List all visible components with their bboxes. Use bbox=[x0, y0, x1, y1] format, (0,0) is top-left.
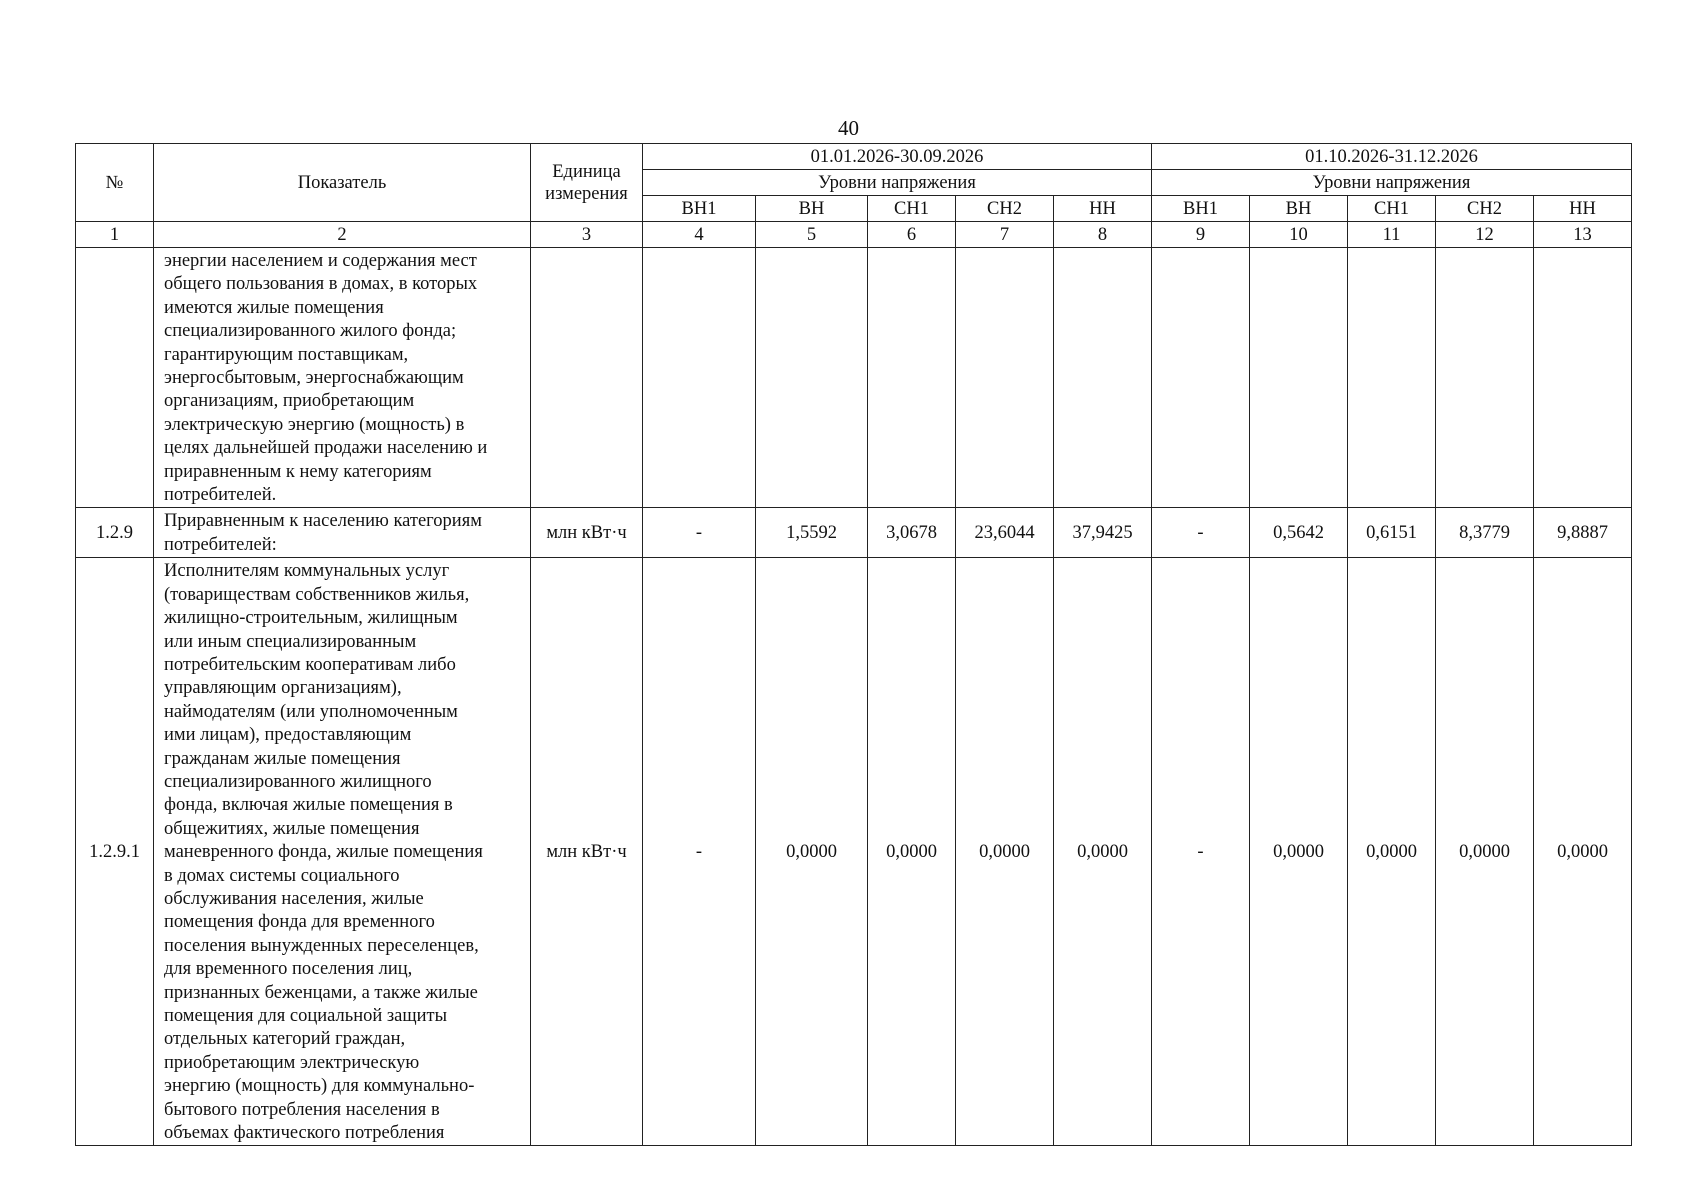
row-value: 1,5592 bbox=[755, 507, 868, 559]
page-number: 40 bbox=[838, 116, 859, 140]
data-table: № Показатель Единица измерения 01.01.202… bbox=[75, 143, 1632, 1147]
header-period-1: 01.01.2026-30.09.2026 bbox=[642, 143, 1152, 170]
row-value bbox=[1435, 246, 1534, 509]
row-value: 23,6044 bbox=[955, 507, 1054, 559]
header-column-number: 13 bbox=[1533, 221, 1632, 248]
row-indicator: Исполнителям коммунальных услуг (товарищ… bbox=[153, 557, 531, 1147]
row-value bbox=[1533, 246, 1632, 509]
header-indicator: Показатель bbox=[153, 143, 531, 222]
table-row: 1.2.9.1 Исполнителям коммунальных услуг (… bbox=[75, 557, 1632, 1147]
header-level: ВН bbox=[1249, 195, 1348, 222]
header-level: ВН bbox=[755, 195, 868, 222]
row-value bbox=[867, 246, 956, 509]
table-row: 1.2.9 Приравненным к населению категориям… bbox=[75, 507, 1632, 559]
header-level: НН bbox=[1053, 195, 1152, 222]
row-value bbox=[1347, 246, 1436, 509]
header-level: ВН1 bbox=[642, 195, 756, 222]
row-value: 0,0000 bbox=[955, 557, 1054, 1147]
row-number: 1.2.9 bbox=[75, 507, 154, 559]
row-value bbox=[955, 246, 1054, 509]
header-level: ВН1 bbox=[1151, 195, 1250, 222]
header-level: СН1 bbox=[867, 195, 956, 222]
header-row-periods: № Показатель Единица измерения 01.01.202… bbox=[75, 143, 1632, 222]
header-level: СН2 bbox=[1435, 195, 1534, 222]
row-value bbox=[1053, 246, 1152, 509]
row-indicator: Приравненным к населению категориям потр… bbox=[153, 507, 531, 559]
header-row-voltage: Уровни напряжения Уровни напряжения bbox=[76, 169, 1632, 196]
header-period-2: 01.10.2026-31.12.2026 bbox=[1151, 143, 1632, 170]
row-value: 0,0000 bbox=[1053, 557, 1152, 1147]
row-value bbox=[755, 246, 868, 509]
header-unit: Единица измерения bbox=[530, 143, 643, 222]
row-value bbox=[642, 246, 756, 509]
row-value: 3,0678 bbox=[867, 507, 956, 559]
row-value: 0,0000 bbox=[1533, 557, 1632, 1147]
row-value bbox=[1249, 246, 1348, 509]
header-no: № bbox=[75, 143, 154, 222]
row-value: 0,5642 bbox=[1249, 507, 1348, 559]
row-value: 0,0000 bbox=[1435, 557, 1534, 1147]
row-unit bbox=[530, 246, 643, 509]
header-column-number: 1 bbox=[75, 221, 154, 248]
row-value: 0,0000 bbox=[867, 557, 956, 1147]
header-row-levels: ВН1 ВН СН1 СН2 НН ВН1 ВН СН1 СН2 НН bbox=[76, 195, 1632, 222]
header-column-number: 11 bbox=[1347, 221, 1436, 248]
row-number: 1.2.9.1 bbox=[75, 557, 154, 1147]
header-level: СН2 bbox=[955, 195, 1054, 222]
header-level: НН bbox=[1533, 195, 1632, 222]
header-column-number: 8 bbox=[1053, 221, 1152, 248]
row-unit: млн кВт·ч bbox=[530, 557, 643, 1147]
row-indicator: энергии населением и содержания мест общ… bbox=[153, 246, 531, 509]
row-value bbox=[1151, 246, 1250, 509]
header-column-number: 6 bbox=[867, 221, 956, 248]
header-voltage-levels-1: Уровни напряжения bbox=[642, 169, 1152, 196]
header-column-number: 4 bbox=[642, 221, 756, 248]
header-column-number: 10 bbox=[1249, 221, 1348, 248]
header-column-number: 12 bbox=[1435, 221, 1534, 248]
row-value: 9,8887 bbox=[1533, 507, 1632, 559]
row-value: 37,9425 bbox=[1053, 507, 1152, 559]
header-column-number: 3 bbox=[530, 221, 643, 248]
row-value: 0,0000 bbox=[755, 557, 868, 1147]
header-column-number: 5 bbox=[755, 221, 868, 248]
header-level: СН1 bbox=[1347, 195, 1436, 222]
header-column-number: 2 bbox=[153, 221, 531, 248]
row-value: - bbox=[642, 507, 756, 559]
header-column-number: 9 bbox=[1151, 221, 1250, 248]
row-unit: млн кВт·ч bbox=[530, 507, 643, 559]
row-value: - bbox=[1151, 507, 1250, 559]
row-value: 0,0000 bbox=[1249, 557, 1348, 1147]
header-row-column-numbers: 1 2 3 4 5 6 7 8 9 10 11 12 13 bbox=[75, 221, 1632, 248]
row-number bbox=[75, 246, 154, 509]
row-value: - bbox=[1151, 557, 1250, 1147]
row-value: 0,0000 bbox=[1347, 557, 1436, 1147]
row-value: - bbox=[642, 557, 756, 1147]
header-column-number: 7 bbox=[955, 221, 1054, 248]
row-value: 0,6151 bbox=[1347, 507, 1436, 559]
header-voltage-levels-2: Уровни напряжения bbox=[1151, 169, 1632, 196]
row-value: 8,3779 bbox=[1435, 507, 1534, 559]
table-row: энергии населением и содержания мест общ… bbox=[75, 246, 1632, 509]
